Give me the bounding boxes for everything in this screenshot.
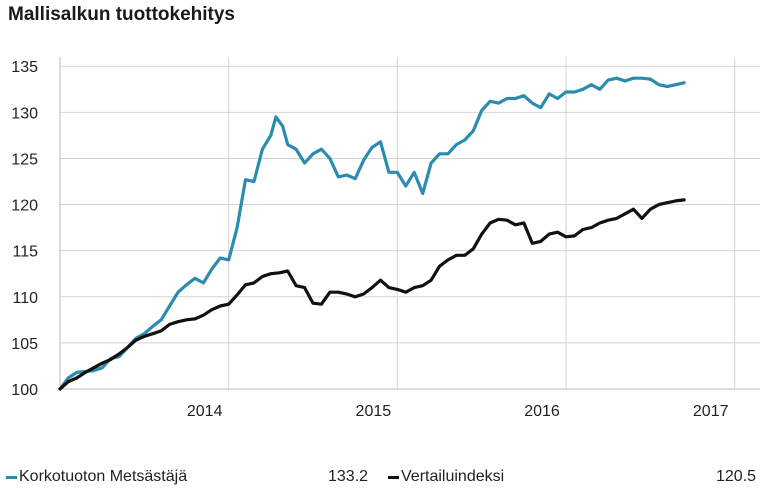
x-tick-label-2014: 2014 (187, 403, 223, 420)
grid (60, 57, 760, 390)
series-line-1 (58, 76, 686, 391)
axes: 100 105 110 115 120 125 130 135 2014 2015 2016 2017 (11, 57, 760, 420)
y-tick-label-115: 115 (12, 244, 38, 261)
legend-value-series-2: 120.5 (716, 468, 757, 485)
x-tick-label-2016: 2016 (524, 403, 560, 420)
series-layer (58, 76, 686, 391)
y-tick-label-135: 135 (11, 59, 38, 76)
legend-item-series-2: Vertailuindeksi (388, 468, 504, 486)
legend-item-series-1: Korkotuoton Metsästäjä (6, 468, 187, 486)
y-tick-label-105: 105 (11, 336, 38, 353)
y-tick-label-110: 110 (12, 290, 38, 307)
y-tick-label-100: 100 (11, 382, 38, 399)
y-tick-label-130: 130 (11, 105, 38, 122)
chart-title: Mallisalkun tuottokehitys (8, 4, 235, 25)
y-tick-label-125: 125 (11, 151, 38, 168)
legend-value-series-1: 133.2 (328, 468, 369, 485)
series-line-2 (58, 198, 686, 391)
legend-swatch-series-2 (388, 475, 399, 479)
x-tick-label-2017: 2017 (693, 403, 729, 420)
legend-swatch-series-1 (6, 475, 17, 479)
legend-label-series-1: Korkotuoton Metsästäjä (19, 468, 188, 485)
x-tick-label-2015: 2015 (356, 403, 392, 420)
legend-label-series-2: Vertailuindeksi (401, 468, 505, 485)
y-tick-label-120: 120 (11, 198, 38, 215)
